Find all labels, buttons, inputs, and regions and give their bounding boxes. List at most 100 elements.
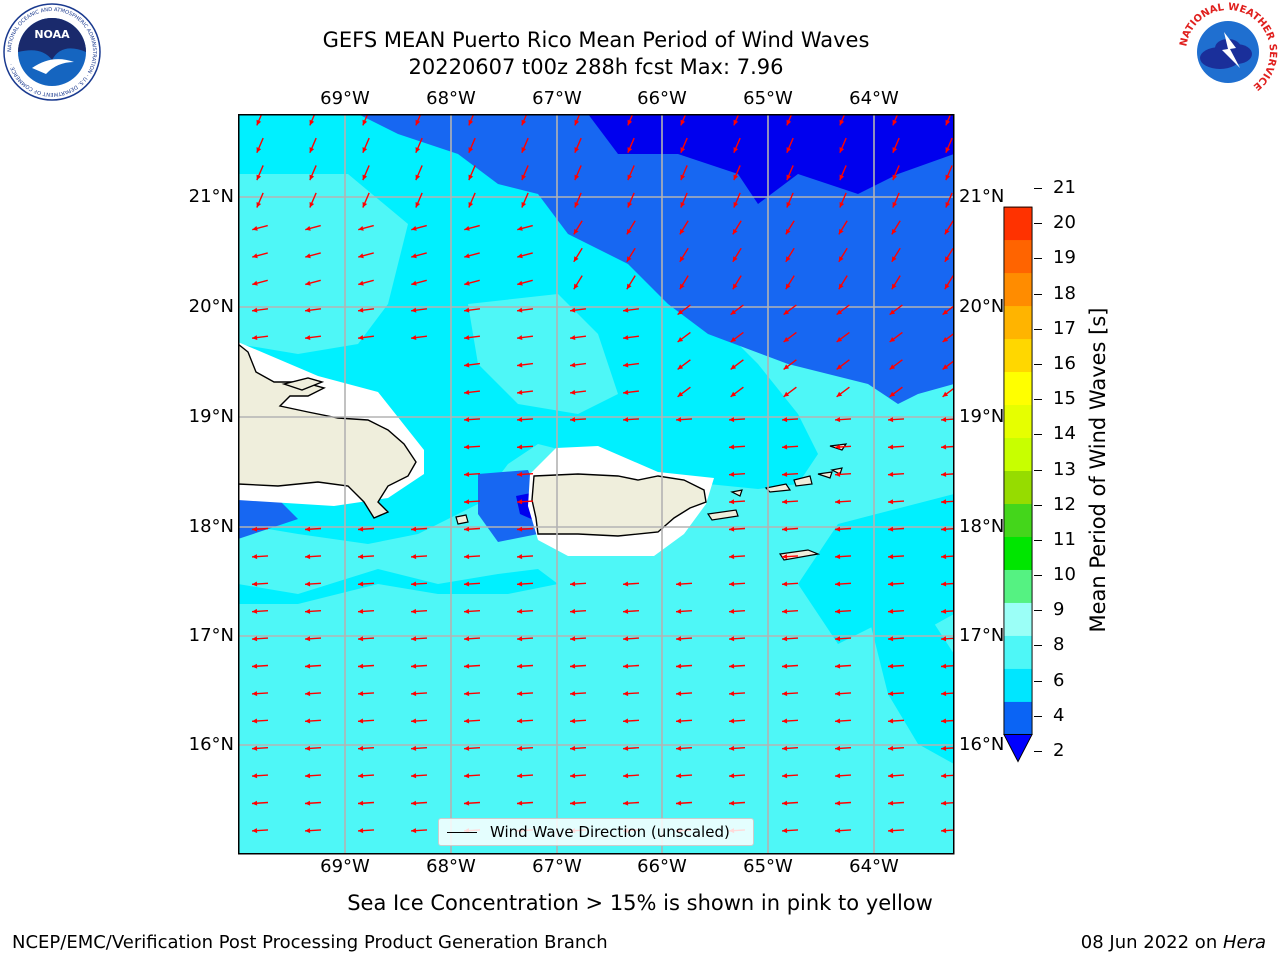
wave-direction-arrowhead [732, 283, 738, 290]
wave-direction-arrowhead [941, 471, 947, 477]
lat-label-right: 19°N [959, 406, 1005, 427]
wave-period-6-8-patch [468, 294, 618, 414]
wave-direction-arrowhead [941, 581, 947, 587]
wave-direction-arrowhead [358, 636, 364, 642]
island-culebra [730, 489, 743, 497]
wave-direction-arrowhead [783, 391, 790, 397]
wave-direction-arrowhead [305, 554, 311, 560]
wave-direction-arrowhead [411, 225, 417, 231]
wave-direction-arrowhead [889, 337, 896, 342]
wave-direction-arrowhead [252, 636, 258, 642]
wave-direction-arrowhead [892, 174, 898, 181]
wave-direction-arrowhead [677, 309, 684, 315]
wave-direction-arrowhead [358, 691, 364, 697]
colorbar-tick-mark [1034, 293, 1042, 295]
wave-direction-arrowhead [570, 335, 576, 341]
wave-direction-arrowhead [888, 526, 894, 532]
wave-direction-arrowhead [941, 800, 947, 806]
wave-direction-arrowhead [892, 201, 898, 208]
wave-direction-arrowhead [941, 745, 947, 751]
colorbar-segment [1003, 239, 1033, 274]
wave-period-2-4-region [478, 470, 538, 542]
colorbar-tick-mark [1034, 434, 1042, 436]
map-legend: Wind Wave Direction (unscaled) [438, 818, 754, 846]
wave-direction-arrowhead [729, 444, 735, 450]
colorbar-tick-mark [1034, 645, 1042, 647]
wave-direction-arrowhead [570, 800, 576, 806]
wave-direction-arrowhead [411, 608, 417, 614]
island-tortola [817, 471, 833, 479]
wave-direction-arrowhead [676, 773, 682, 779]
wave-direction-arrowhead [358, 773, 364, 779]
wave-direction-arrowhead [888, 800, 894, 806]
wave-direction-arrowhead [358, 608, 364, 614]
wave-direction-arrowhead [676, 636, 682, 642]
wave-direction-arrowhead [889, 364, 896, 370]
wave-direction-arrowhead [464, 253, 470, 259]
lon-label-top: 66°W [637, 88, 687, 109]
wave-direction-arrowhead [623, 389, 629, 395]
wave-direction-arrowhead [782, 526, 788, 532]
wave-direction-arrowhead [836, 309, 843, 315]
wave-direction-arrowhead [256, 174, 262, 181]
wave-direction-arrowhead [252, 800, 258, 806]
wave-direction-arrowhead [623, 335, 629, 341]
lon-label-top: 65°W [743, 88, 793, 109]
wave-direction-arrowhead [411, 581, 417, 587]
wave-direction-arrowhead [464, 663, 470, 669]
legend-line-sample [447, 832, 477, 833]
wave-direction-arrowhead [517, 718, 523, 724]
wave-direction-arrowhead [941, 417, 947, 423]
wave-direction-arrowhead [573, 283, 579, 290]
wave-direction-arrowhead [839, 174, 845, 181]
wave-direction-arrowhead [623, 663, 629, 669]
wave-direction-arrowhead [835, 608, 841, 614]
wave-direction-arrowhead [733, 147, 739, 153]
wave-direction-arrowhead [358, 718, 364, 724]
wave-direction-arrowhead [464, 608, 470, 614]
wave-direction-arrowhead [574, 119, 580, 126]
hispaniola-north-peninsula [281, 377, 325, 391]
wave-direction-arrowhead [782, 499, 788, 505]
wave-direction-arrowhead [464, 335, 470, 341]
colorbar-tick-label: 15 [1053, 388, 1076, 410]
wave-direction-arrowhead [626, 256, 632, 262]
wave-direction-arrowhead [517, 745, 523, 751]
lat-label-left: 20°N [188, 296, 234, 317]
lat-label-right: 21°N [959, 186, 1005, 207]
wave-direction-arrowhead [411, 526, 417, 532]
lat-label-left: 21°N [188, 186, 234, 207]
wave-direction-arrowhead [411, 280, 417, 286]
lat-label-right: 16°N [959, 734, 1005, 755]
wave-direction-arrowhead [782, 581, 788, 587]
wave-direction-arrowhead [835, 581, 841, 587]
wave-direction-arrowhead [782, 800, 788, 806]
wave-direction-arrowhead [782, 636, 788, 642]
wave-direction-arrowhead [358, 828, 364, 834]
wind-wave-arrows [251, 114, 954, 834]
colorbar-segment [1003, 404, 1033, 439]
wave-direction-arrowhead [521, 201, 527, 208]
wave-direction-arrowhead [252, 225, 258, 231]
wave-direction-arrowhead [305, 800, 311, 806]
footer-date: 08 Jun 2022 on Hera [1081, 932, 1266, 954]
wave-direction-arrowhead [415, 147, 421, 153]
wave-direction-arrowhead [305, 526, 311, 532]
colorbar-segment [1003, 371, 1033, 406]
wave-direction-arrowhead [945, 147, 951, 153]
wave-direction-arrowhead [941, 554, 947, 560]
wave-direction-arrowhead [623, 691, 629, 697]
wave-direction-arrowhead [411, 253, 417, 259]
wave-direction-arrowhead [888, 745, 894, 751]
wave-direction-arrowhead [305, 280, 311, 286]
wave-direction-arrowhead [941, 773, 947, 779]
wave-direction-arrowhead [729, 718, 735, 724]
colorbar-segment [1003, 569, 1033, 603]
wave-direction-arrowhead [358, 526, 364, 532]
wave-direction-arrowhead [729, 526, 735, 532]
colorbar-tick-label: 2 [1053, 740, 1065, 761]
wave-direction-arrowhead [358, 280, 364, 286]
wave-direction-arrowhead [888, 554, 894, 560]
wave-direction-arrowhead [680, 174, 686, 181]
wave-direction-arrowhead [782, 691, 788, 697]
